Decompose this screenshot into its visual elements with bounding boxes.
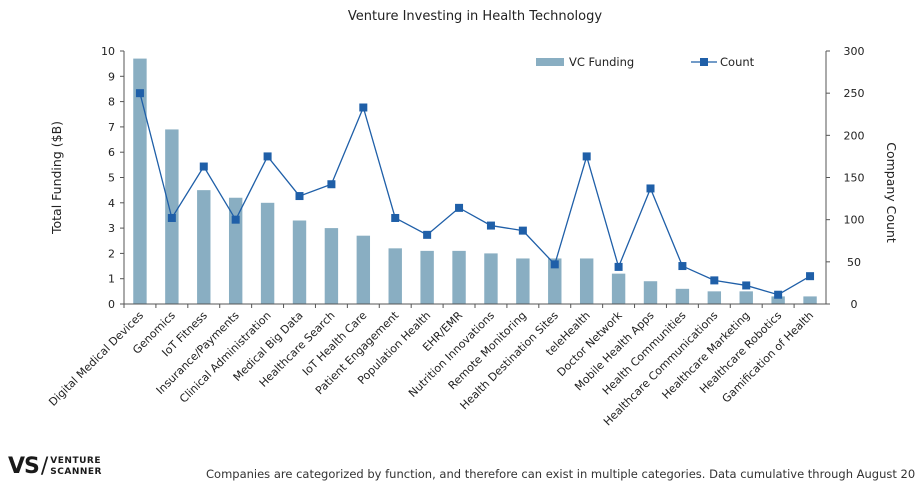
bar-health-communities (675, 288, 690, 304)
count-point-iot-fitness (199, 162, 208, 171)
bar-insurance-payments (228, 197, 243, 304)
y-tick-label: 0 (108, 298, 115, 311)
bar-clinical-administration (260, 202, 275, 304)
bar-medical-big-data (292, 220, 307, 304)
logo-mark: VS (8, 454, 40, 479)
count-point-telehealth (582, 152, 591, 161)
y-tick-label: 6 (108, 146, 115, 159)
venture-scanner-logo: VS / VENTURE SCANNER (8, 454, 102, 479)
bar-healthcare-robotics (771, 296, 785, 304)
chart-title: Venture Investing in Health Technology (348, 9, 602, 24)
y-tick-label: 5 (108, 172, 115, 185)
y2-tick-label: 150 (844, 172, 865, 185)
logo-word-venture: VENTURE (50, 455, 101, 466)
y2-tick-label: 200 (844, 129, 865, 142)
count-line (139, 93, 811, 296)
count-point-genomics (167, 213, 176, 222)
count-point-mobile-health-apps (646, 184, 655, 193)
count-point-insurance-payments (231, 215, 240, 224)
bar-patient-engagement (388, 248, 402, 304)
count-point-clinical-administration (263, 152, 272, 161)
y2-tick-label: 250 (844, 87, 865, 100)
count-point-healthcare-search (327, 180, 336, 189)
y2-axis-title: Company Count (884, 142, 899, 243)
count-point-patient-engagement (391, 213, 400, 222)
count-point-healthcare-robotics (774, 290, 783, 299)
count-point-nutrition-innovations (486, 221, 495, 230)
bar-digital-medical-devices (133, 58, 147, 305)
bar-gamification-of-health (803, 296, 817, 304)
y2-tick-label: 300 (844, 45, 865, 58)
y-tick-label: 1 (108, 273, 115, 286)
count-point-health-destination-sites (550, 260, 559, 269)
bar-ehr-emr (452, 250, 466, 304)
bar-healthcare-communications (707, 291, 722, 304)
count-point-healthcare-marketing (742, 281, 751, 290)
bar-iot-fitness (197, 190, 211, 304)
logo-slash: / (40, 454, 49, 479)
count-point-medical-big-data (295, 192, 304, 201)
legend-marker-count (700, 58, 708, 66)
bar-mobile-health-apps (643, 281, 658, 304)
y-tick-label: 2 (108, 247, 115, 260)
y-tick-label: 3 (108, 222, 115, 235)
legend-swatch-vc-funding (536, 58, 564, 66)
bar-iot-health-care (356, 235, 371, 304)
y-axis-title: Total Funding ($B) (49, 121, 64, 235)
y-tick-label: 7 (108, 121, 115, 134)
bar-remote-monitoring (516, 258, 530, 304)
footnote: Companies are categorized by function, a… (206, 467, 916, 481)
y-tick-label: 4 (108, 197, 115, 210)
count-point-ehr-emr (455, 203, 464, 212)
y2-tick-label: 0 (851, 298, 858, 311)
y-tick-label: 10 (101, 45, 115, 58)
count-point-healthcare-communications (710, 276, 719, 285)
count-point-remote-monitoring (518, 226, 527, 235)
bar-telehealth (579, 258, 594, 304)
legend-label-vc-funding: VC Funding (569, 55, 634, 69)
logo-words: VENTURE SCANNER (50, 456, 102, 478)
y2-tick-label: 100 (844, 214, 865, 227)
count-point-population-health (423, 230, 432, 239)
bar-population-health (420, 250, 434, 304)
bar-doctor-network (611, 273, 626, 304)
y-tick-label: 8 (108, 96, 115, 109)
count-point-doctor-network (614, 262, 623, 271)
legend-label-count: Count (720, 55, 755, 69)
y2-tick-label: 50 (847, 256, 861, 269)
bar-healthcare-search (324, 228, 339, 304)
bar-nutrition-innovations (484, 253, 498, 304)
count-point-digital-medical-devices (135, 89, 144, 98)
bar-health-destination-sites (548, 258, 562, 304)
count-point-health-communities (678, 262, 687, 271)
x-tick-label: Digital Medical Devices (46, 309, 146, 409)
count-point-gamification-of-health (806, 272, 815, 281)
bar-healthcare-marketing (739, 291, 753, 304)
count-point-iot-health-care (359, 103, 368, 112)
y-tick-label: 9 (108, 70, 115, 83)
logo-word-scanner: SCANNER (50, 466, 102, 477)
